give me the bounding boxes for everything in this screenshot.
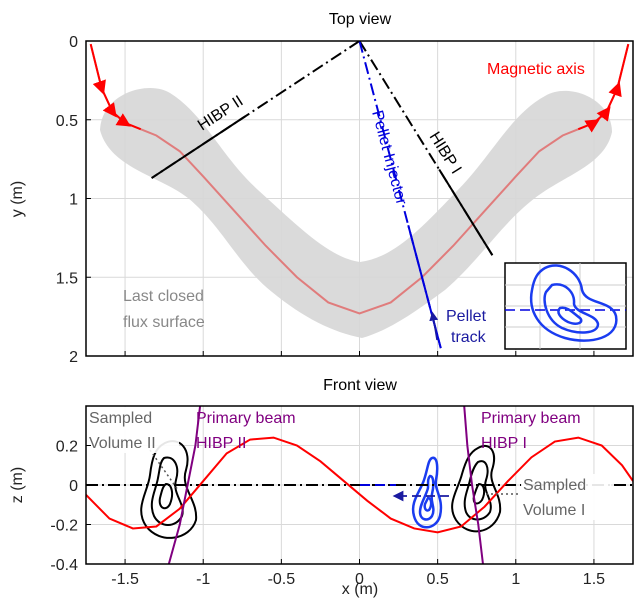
- pb2-label-2: HIBP II: [196, 435, 246, 452]
- lcfs-label-1: Last closed: [123, 288, 204, 305]
- magnetic-axis-label: Magnetic axis: [487, 61, 585, 78]
- top-y-ticks: 0 0.5 1 1.5 2: [56, 34, 595, 366]
- sv1-label-1: Sampled: [523, 477, 586, 494]
- bottom-y-tick-label-2: 0: [69, 478, 78, 495]
- bottom-x-tick-label-1: -1: [196, 571, 210, 588]
- bottom-series-2: [463, 406, 484, 564]
- sv2-label-2: Volume II: [89, 435, 156, 452]
- bottom-y-axis-label: z (m): [9, 467, 26, 503]
- magnetic-axis-right-end: [577, 43, 630, 133]
- bottom-x-tick-label-5: 1: [511, 571, 520, 588]
- bottom-x-tick-label-3: 0: [355, 571, 364, 588]
- lcfs-band: [100, 87, 612, 338]
- bottom-title: Front view: [323, 377, 397, 394]
- bottom-series-layer: [86, 406, 633, 564]
- pellet-track-arrow: [429, 311, 439, 341]
- bottom-ticks: -0.4 -0.2 0 0.2 -1.5 -1 -0.5 0 0.5 1 1.5: [50, 439, 605, 589]
- pellet-track-label-1: Pellet: [446, 308, 487, 325]
- pellet-injector-label: Pellet Injector: [368, 109, 410, 208]
- bottom-x-tick-label-6: 1.5: [583, 571, 605, 588]
- top-y-tick-label-3: 1.5: [56, 270, 78, 287]
- top-title: Top view: [329, 11, 392, 28]
- pb2-label-1: Primary beam: [196, 410, 296, 427]
- bottom-series-1: [167, 406, 202, 564]
- bottom-y-tick-label-1: -0.2: [50, 518, 78, 535]
- magnetic-axis-left-end: [89, 43, 142, 131]
- pellet-track-label-2: track: [451, 329, 487, 346]
- top-y-tick-label-1: 0.5: [56, 113, 78, 130]
- hibp1-label: HIBP I: [426, 129, 465, 177]
- top-series-2: [358, 41, 494, 256]
- hibp2-label: HIBP II: [195, 93, 247, 135]
- inset-box: [504, 262, 627, 350]
- top-y-tick-label-2: 1: [69, 192, 78, 209]
- bottom-x-tick-label-4: 0.5: [427, 571, 449, 588]
- pb1-label-2: HIBP I: [481, 435, 527, 452]
- lcfs-label-2: flux surface: [123, 314, 205, 331]
- bottom-y-tick-label-0: -0.4: [50, 557, 78, 574]
- bottom-y-tick-label-3: 0.2: [56, 439, 78, 456]
- hibp2-solid-segment: [151, 115, 246, 179]
- bottom-x-tick-label-0: -1.5: [111, 571, 139, 588]
- sv2-label-1: Sampled: [89, 410, 152, 427]
- bottom-x-axis-label: x (m): [342, 581, 378, 598]
- top-series-layer: [89, 41, 630, 349]
- top-y-tick-label-0: 0: [69, 34, 78, 51]
- top-y-tick-label-4: 2: [69, 349, 78, 366]
- top-y-axis-label: y (m): [9, 181, 26, 217]
- hibp1-solid-segment: [438, 168, 494, 256]
- sv2-leader: [149, 449, 179, 491]
- bottom-x-tick-label-2: -0.5: [268, 571, 296, 588]
- bottom-series-0: [86, 436, 633, 534]
- pb1-label-1: Primary beam: [481, 410, 581, 427]
- sv1-label-2: Volume I: [523, 502, 585, 519]
